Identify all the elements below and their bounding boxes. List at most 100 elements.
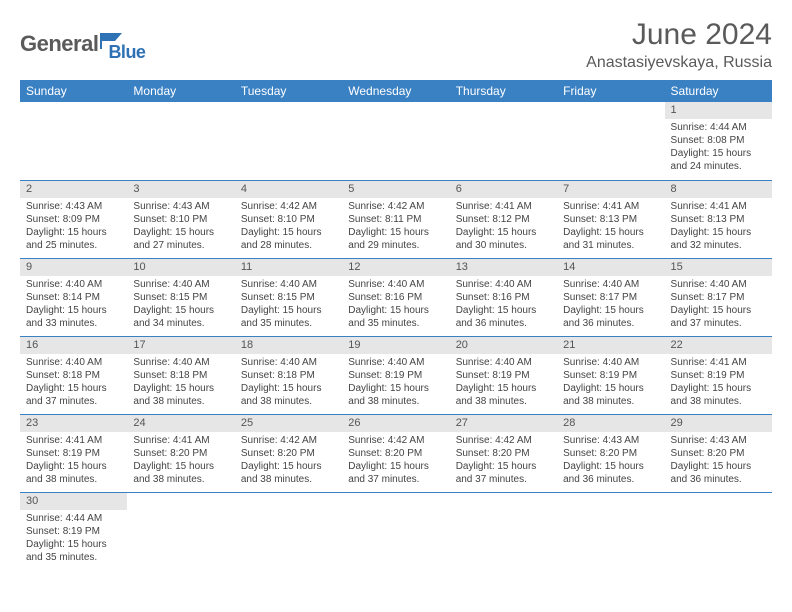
day-data: Sunrise: 4:40 AMSunset: 8:18 PMDaylight:… (20, 354, 127, 412)
day-data: Sunrise: 4:42 AMSunset: 8:10 PMDaylight:… (235, 198, 342, 256)
calendar-cell: 5Sunrise: 4:42 AMSunset: 8:11 PMDaylight… (342, 180, 449, 258)
day-data: Sunrise: 4:40 AMSunset: 8:19 PMDaylight:… (342, 354, 449, 412)
calendar-cell (450, 102, 557, 180)
day-number: 30 (20, 493, 127, 510)
day-data: Sunrise: 4:40 AMSunset: 8:16 PMDaylight:… (342, 276, 449, 334)
calendar-cell: 14Sunrise: 4:40 AMSunset: 8:17 PMDayligh… (557, 258, 664, 336)
day-data: Sunrise: 4:41 AMSunset: 8:20 PMDaylight:… (127, 432, 234, 490)
day-data: Sunrise: 4:42 AMSunset: 8:11 PMDaylight:… (342, 198, 449, 256)
day-number: 8 (665, 181, 772, 198)
day-number: 21 (557, 337, 664, 354)
calendar-cell: 23Sunrise: 4:41 AMSunset: 8:19 PMDayligh… (20, 414, 127, 492)
calendar-cell: 26Sunrise: 4:42 AMSunset: 8:20 PMDayligh… (342, 414, 449, 492)
calendar-cell: 12Sunrise: 4:40 AMSunset: 8:16 PMDayligh… (342, 258, 449, 336)
calendar-cell (127, 102, 234, 180)
day-number: 12 (342, 259, 449, 276)
calendar-row: 23Sunrise: 4:41 AMSunset: 8:19 PMDayligh… (20, 414, 772, 492)
calendar-cell (127, 492, 234, 570)
calendar-cell: 28Sunrise: 4:43 AMSunset: 8:20 PMDayligh… (557, 414, 664, 492)
day-data: Sunrise: 4:43 AMSunset: 8:20 PMDaylight:… (665, 432, 772, 490)
day-number: 3 (127, 181, 234, 198)
day-number: 28 (557, 415, 664, 432)
calendar-cell: 1Sunrise: 4:44 AMSunset: 8:08 PMDaylight… (665, 102, 772, 180)
calendar-cell: 17Sunrise: 4:40 AMSunset: 8:18 PMDayligh… (127, 336, 234, 414)
day-number: 24 (127, 415, 234, 432)
day-data: Sunrise: 4:40 AMSunset: 8:16 PMDaylight:… (450, 276, 557, 334)
day-data: Sunrise: 4:43 AMSunset: 8:10 PMDaylight:… (127, 198, 234, 256)
calendar-cell: 18Sunrise: 4:40 AMSunset: 8:18 PMDayligh… (235, 336, 342, 414)
calendar-cell (665, 492, 772, 570)
day-number: 15 (665, 259, 772, 276)
brand-part2: Blue (108, 42, 145, 63)
header: General Blue June 2024 Anastasiyevskaya,… (20, 18, 772, 72)
day-number: 14 (557, 259, 664, 276)
day-number: 25 (235, 415, 342, 432)
calendar-cell: 27Sunrise: 4:42 AMSunset: 8:20 PMDayligh… (450, 414, 557, 492)
day-number: 7 (557, 181, 664, 198)
calendar-row: 30Sunrise: 4:44 AMSunset: 8:19 PMDayligh… (20, 492, 772, 570)
col-saturday: Saturday (665, 80, 772, 102)
day-data: Sunrise: 4:40 AMSunset: 8:18 PMDaylight:… (235, 354, 342, 412)
calendar-row: 1Sunrise: 4:44 AMSunset: 8:08 PMDaylight… (20, 102, 772, 180)
day-number: 11 (235, 259, 342, 276)
day-data: Sunrise: 4:41 AMSunset: 8:19 PMDaylight:… (665, 354, 772, 412)
day-number: 19 (342, 337, 449, 354)
calendar-cell: 6Sunrise: 4:41 AMSunset: 8:12 PMDaylight… (450, 180, 557, 258)
col-tuesday: Tuesday (235, 80, 342, 102)
day-number: 2 (20, 181, 127, 198)
day-data: Sunrise: 4:42 AMSunset: 8:20 PMDaylight:… (450, 432, 557, 490)
calendar-row: 9Sunrise: 4:40 AMSunset: 8:14 PMDaylight… (20, 258, 772, 336)
day-number: 6 (450, 181, 557, 198)
day-number: 10 (127, 259, 234, 276)
calendar-cell: 21Sunrise: 4:40 AMSunset: 8:19 PMDayligh… (557, 336, 664, 414)
calendar-cell: 19Sunrise: 4:40 AMSunset: 8:19 PMDayligh… (342, 336, 449, 414)
day-data: Sunrise: 4:41 AMSunset: 8:19 PMDaylight:… (20, 432, 127, 490)
calendar-cell (342, 102, 449, 180)
col-wednesday: Wednesday (342, 80, 449, 102)
day-data: Sunrise: 4:42 AMSunset: 8:20 PMDaylight:… (342, 432, 449, 490)
calendar-cell (20, 102, 127, 180)
day-number: 29 (665, 415, 772, 432)
day-data: Sunrise: 4:44 AMSunset: 8:19 PMDaylight:… (20, 510, 127, 568)
day-number: 17 (127, 337, 234, 354)
calendar-cell: 4Sunrise: 4:42 AMSunset: 8:10 PMDaylight… (235, 180, 342, 258)
day-data: Sunrise: 4:40 AMSunset: 8:17 PMDaylight:… (557, 276, 664, 334)
col-monday: Monday (127, 80, 234, 102)
calendar-cell (342, 492, 449, 570)
day-data: Sunrise: 4:43 AMSunset: 8:20 PMDaylight:… (557, 432, 664, 490)
day-number: 9 (20, 259, 127, 276)
day-number: 23 (20, 415, 127, 432)
calendar-cell: 8Sunrise: 4:41 AMSunset: 8:13 PMDaylight… (665, 180, 772, 258)
calendar-cell: 10Sunrise: 4:40 AMSunset: 8:15 PMDayligh… (127, 258, 234, 336)
day-number: 4 (235, 181, 342, 198)
calendar-cell: 20Sunrise: 4:40 AMSunset: 8:19 PMDayligh… (450, 336, 557, 414)
day-number: 13 (450, 259, 557, 276)
day-number: 26 (342, 415, 449, 432)
calendar-cell (557, 492, 664, 570)
day-data: Sunrise: 4:40 AMSunset: 8:19 PMDaylight:… (557, 354, 664, 412)
day-data: Sunrise: 4:40 AMSunset: 8:15 PMDaylight:… (127, 276, 234, 334)
calendar-cell: 24Sunrise: 4:41 AMSunset: 8:20 PMDayligh… (127, 414, 234, 492)
day-number: 5 (342, 181, 449, 198)
calendar-cell: 16Sunrise: 4:40 AMSunset: 8:18 PMDayligh… (20, 336, 127, 414)
col-friday: Friday (557, 80, 664, 102)
day-number: 27 (450, 415, 557, 432)
brand-part1: General (20, 31, 98, 57)
calendar-cell (235, 492, 342, 570)
day-data: Sunrise: 4:40 AMSunset: 8:17 PMDaylight:… (665, 276, 772, 334)
calendar-cell: 2Sunrise: 4:43 AMSunset: 8:09 PMDaylight… (20, 180, 127, 258)
day-data: Sunrise: 4:43 AMSunset: 8:09 PMDaylight:… (20, 198, 127, 256)
col-sunday: Sunday (20, 80, 127, 102)
calendar-cell: 15Sunrise: 4:40 AMSunset: 8:17 PMDayligh… (665, 258, 772, 336)
col-thursday: Thursday (450, 80, 557, 102)
day-number: 16 (20, 337, 127, 354)
brand-logo: General Blue (20, 24, 145, 63)
day-number: 22 (665, 337, 772, 354)
calendar-table: Sunday Monday Tuesday Wednesday Thursday… (20, 80, 772, 570)
day-data: Sunrise: 4:41 AMSunset: 8:13 PMDaylight:… (665, 198, 772, 256)
day-data: Sunrise: 4:40 AMSunset: 8:15 PMDaylight:… (235, 276, 342, 334)
day-data: Sunrise: 4:41 AMSunset: 8:13 PMDaylight:… (557, 198, 664, 256)
day-data: Sunrise: 4:40 AMSunset: 8:18 PMDaylight:… (127, 354, 234, 412)
day-number: 20 (450, 337, 557, 354)
calendar-cell: 11Sunrise: 4:40 AMSunset: 8:15 PMDayligh… (235, 258, 342, 336)
